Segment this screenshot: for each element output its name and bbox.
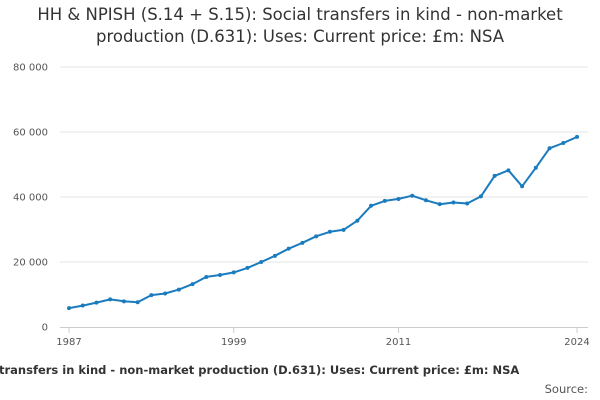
data-point[interactable] [190,282,195,287]
y-tick-label: 0 [42,323,48,334]
data-point[interactable] [547,146,552,151]
data-series [67,134,579,311]
data-point[interactable] [451,200,456,205]
x-axis [60,327,588,333]
data-point[interactable] [121,299,126,304]
data-point[interactable] [327,229,332,234]
data-point[interactable] [149,293,154,298]
y-tick-label: 20 000 [13,258,48,269]
data-point[interactable] [520,184,525,189]
gridlines [60,66,588,263]
data-point[interactable] [533,165,538,170]
data-point[interactable] [94,300,99,305]
data-point[interactable] [272,253,277,258]
data-point[interactable] [575,134,579,139]
data-point[interactable] [478,194,483,199]
data-point[interactable] [286,246,291,251]
data-point[interactable] [492,173,497,178]
data-point[interactable] [80,303,85,308]
data-point[interactable] [382,198,387,203]
data-point[interactable] [204,274,209,279]
chart-caption: HH & NPISH (S.14 + S.15): Social transfe… [0,363,520,377]
x-tick-label: 1987 [56,337,81,348]
source-label: Source: [544,382,588,396]
data-point[interactable] [231,270,236,275]
y-tick-label: 60 000 [13,128,48,139]
data-point[interactable] [176,287,181,292]
x-tick-label: 2024 [564,337,589,348]
y-tick-label: 40 000 [13,193,48,204]
chart-title: HH & NPISH (S.14 + S.15): Social transfe… [37,5,563,46]
y-tick-label: 80 000 [13,63,48,74]
data-point[interactable] [135,300,140,305]
data-point[interactable] [245,265,250,270]
data-point[interactable] [561,141,566,146]
data-point[interactable] [259,260,264,264]
series-line [68,135,578,310]
data-point[interactable] [506,168,511,173]
data-point[interactable] [355,218,360,223]
data-point[interactable] [163,291,168,296]
x-tick-label: 2011 [386,337,411,348]
x-axis-tick-labels: 1987 1999 2011 2024 [56,337,589,348]
data-point[interactable] [410,193,415,198]
data-point[interactable] [437,202,442,207]
data-point[interactable] [218,273,223,277]
data-point[interactable] [369,203,374,208]
data-point[interactable] [300,240,305,245]
data-point[interactable] [423,198,428,203]
data-point[interactable] [465,201,470,206]
data-point[interactable] [314,234,319,239]
y-axis-tick-labels: 0 20 000 40 000 60 000 80 000 [13,63,48,334]
data-point[interactable] [341,227,346,232]
data-point[interactable] [108,297,113,302]
x-tick-label: 1999 [221,337,246,348]
data-point[interactable] [396,196,401,201]
data-point[interactable] [67,306,71,311]
